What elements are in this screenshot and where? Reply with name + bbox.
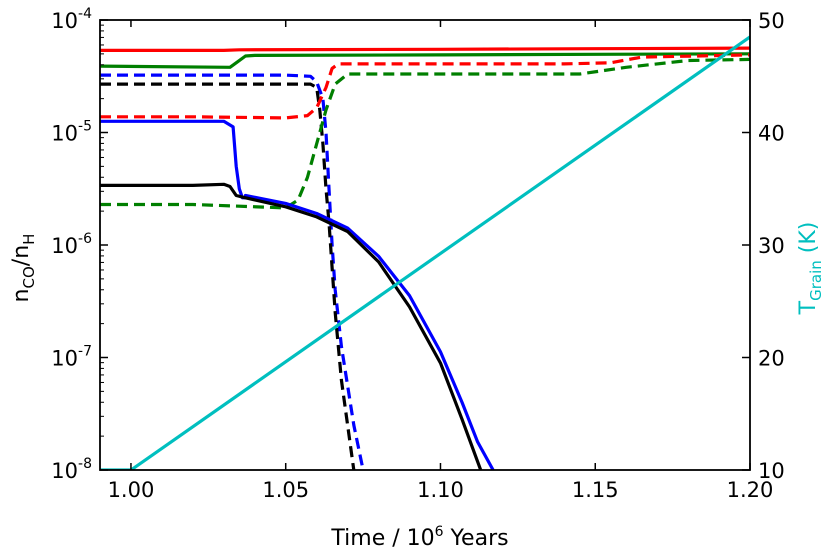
x-tick-label: 1.15 (572, 478, 619, 502)
y-axis-right: 10 20 30 40 50 (742, 9, 785, 483)
x-axis: 1.00 1.05 1.10 1.15 1.20 (108, 20, 774, 502)
plot-frame (99, 19, 751, 471)
y-left-tick-label: 10-8 (51, 456, 92, 483)
y-right-tick-label: 50 (758, 9, 785, 33)
series-line-green-solid (100, 52, 750, 69)
y-right-tick-label: 10 (758, 459, 785, 483)
series-layer (100, 35, 750, 470)
y-right-tick-label: 30 (758, 234, 785, 258)
plot-area (99, 19, 751, 471)
series-line-red-solid (100, 46, 750, 53)
series-line-blue-solid (100, 119, 495, 470)
y-left-tick-label: 10-4 (51, 6, 92, 33)
y-left-tick-label: 10-5 (51, 119, 92, 146)
x-tick-label: 1.05 (262, 478, 309, 502)
x-tick-label: 1.00 (108, 478, 155, 502)
x-tick-label: 1.10 (417, 478, 464, 502)
x-tick-label: 1.20 (727, 478, 774, 502)
y-axis-left: 10-8 10-7 10-6 10-5 10-4 (51, 6, 108, 483)
series-line-blue-dashed (100, 73, 365, 470)
series-line-red-dashed (100, 53, 750, 120)
y-axis-left-label: nCO/nH (9, 234, 38, 303)
y-right-tick-label: 20 (758, 347, 785, 371)
y-axis-right-label: TGrain (K) (796, 222, 825, 316)
series-line-black-solid (100, 182, 483, 470)
y-right-tick-label: 40 (758, 122, 785, 146)
series-line-cyan-grain-temperature (100, 35, 750, 470)
y-left-tick-label: 10-6 (51, 231, 92, 258)
y-left-tick-label: 10-7 (51, 344, 92, 371)
x-axis-label: Time / 106 Years (330, 524, 508, 551)
